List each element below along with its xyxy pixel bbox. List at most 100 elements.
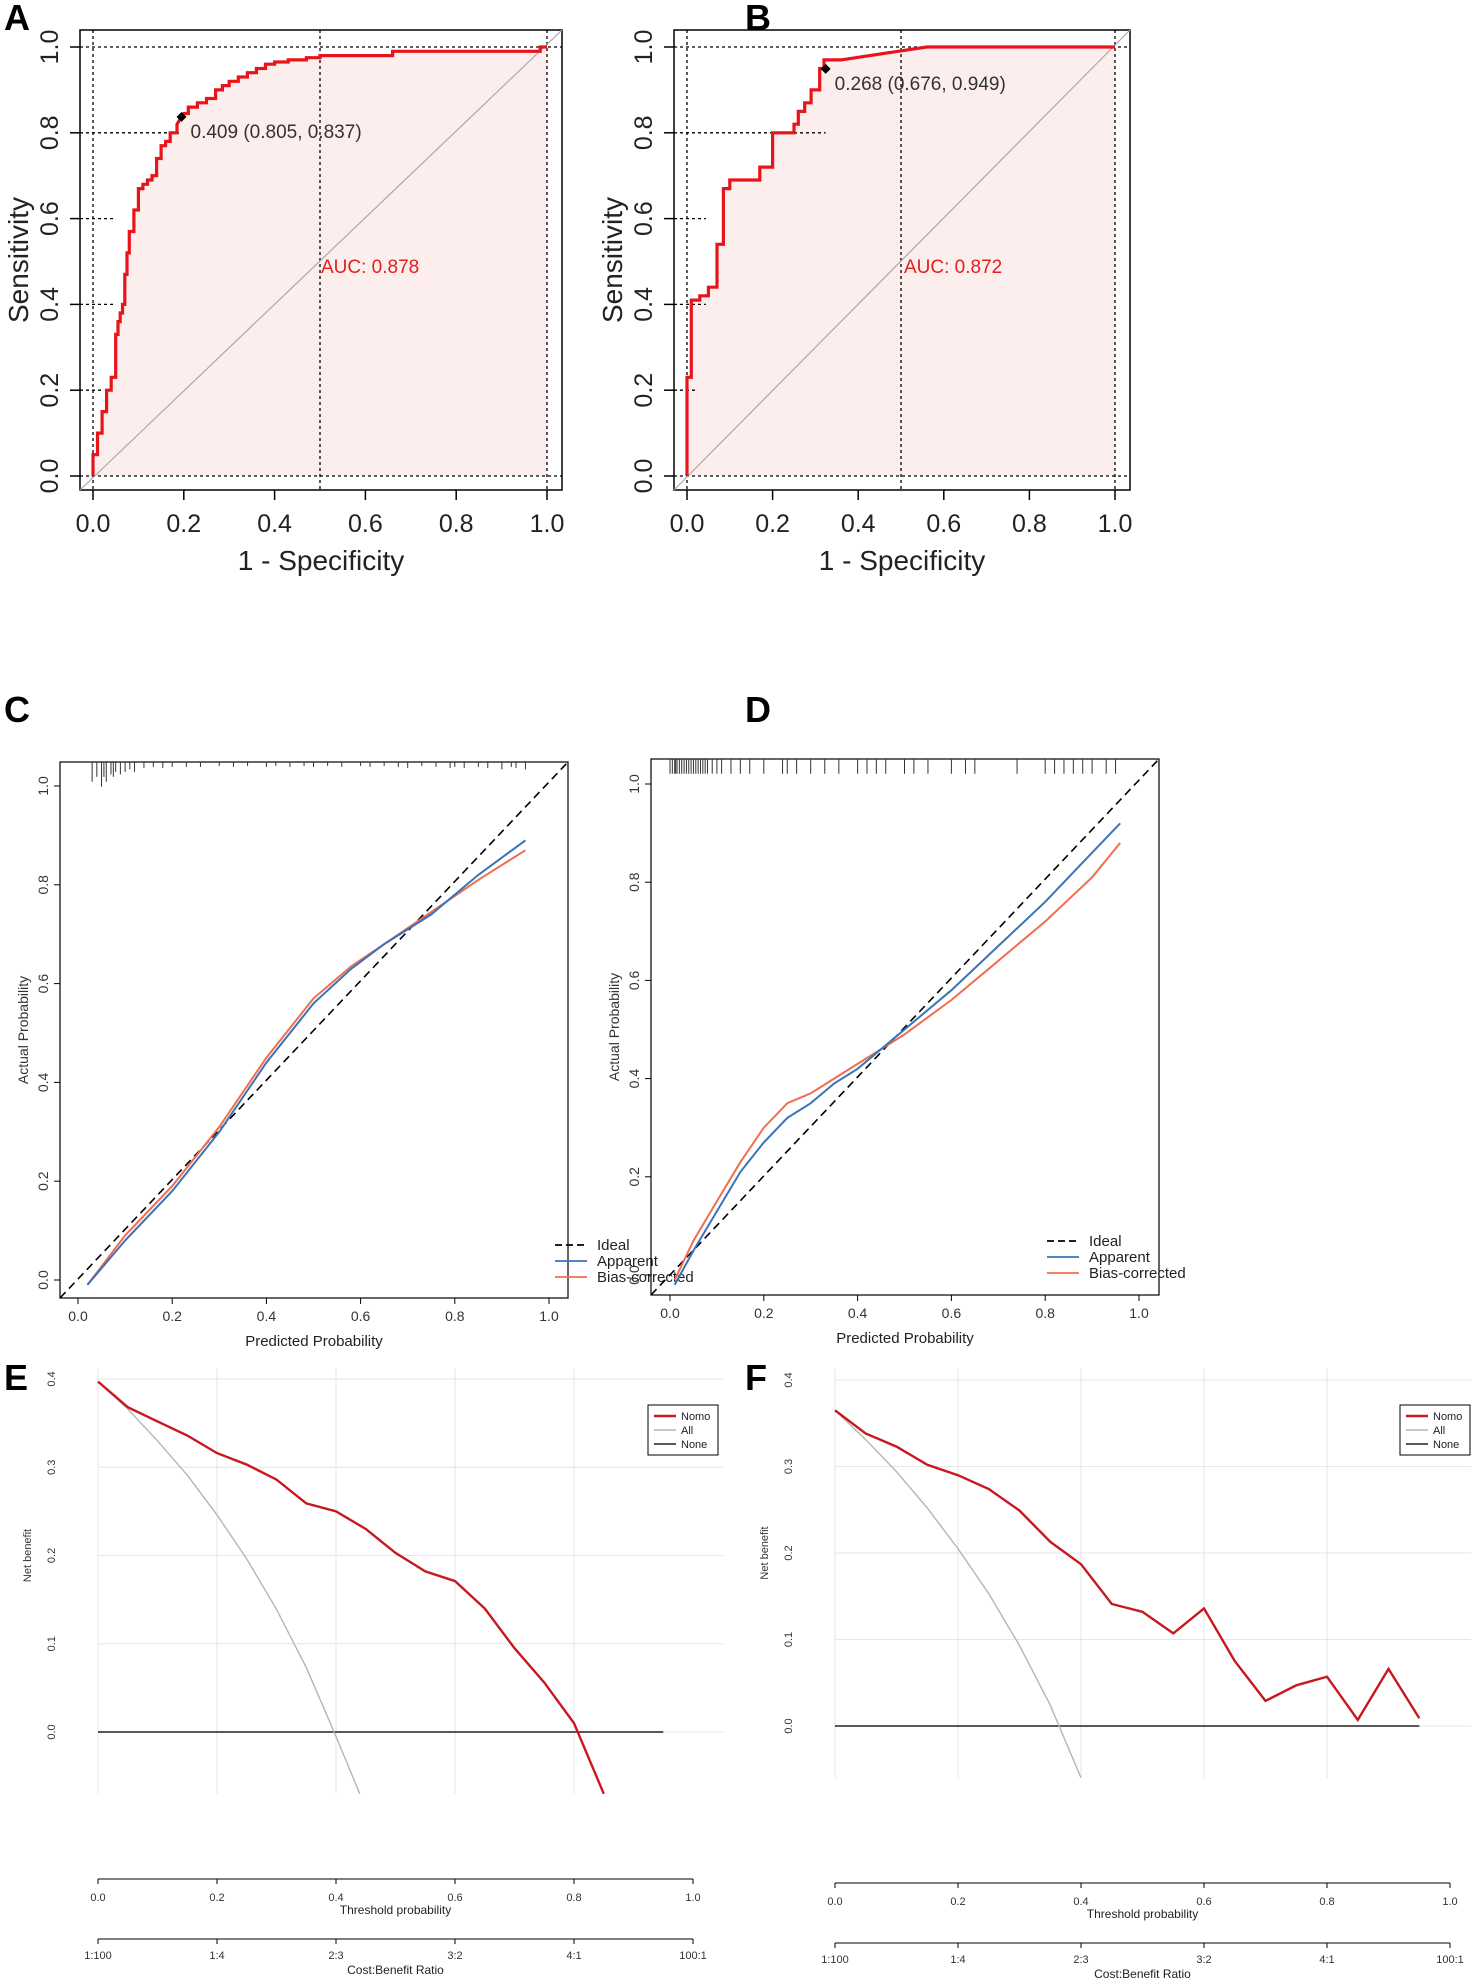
x-tick-label: 1.0: [530, 510, 565, 538]
y-axis-title: Net benefit: [759, 1526, 771, 1579]
x-axis-title: Threshold probability: [1087, 1907, 1198, 1921]
x-tick-label: 0.0: [670, 510, 705, 538]
x-tick-label: 1.0: [685, 1892, 700, 1904]
legend-none-label: None: [1433, 1439, 1459, 1451]
legend-all-label: All: [1433, 1425, 1445, 1437]
y-tick-label: 1.0: [36, 30, 64, 65]
y-tick-label: 0.4: [630, 287, 658, 322]
y-tick-label: 0.0: [630, 459, 658, 494]
roc-curve: [685, 45, 1115, 476]
y-tick-label: 0.8: [35, 875, 51, 895]
y-tick-label: 0.8: [36, 115, 64, 150]
decision-curve-chart-f: 0.0 0.1 0.2 0.3 0.4 Net benefit 0.0 0.2 0.4 0.6 0.…: [759, 1368, 1471, 1981]
x2-tick-label: 100:1: [1436, 1954, 1464, 1966]
y-tick-label: 0.2: [35, 1171, 51, 1191]
x-tick-label: 0.6: [926, 510, 961, 538]
y-tick-label: 0.0: [626, 1265, 642, 1285]
y-tick-label: 0.4: [35, 1072, 51, 1092]
x-tick-label: 0.2: [166, 510, 201, 538]
nomo-line: [97, 1380, 605, 1795]
x2-tick-label: 4:1: [566, 1950, 581, 1962]
y-axis-title: Net benefit: [22, 1529, 34, 1582]
y-tick-label: 0.8: [626, 872, 642, 892]
threshold-point: [820, 63, 831, 74]
x-axis-title: 1 - Specificity: [819, 545, 986, 576]
y-tick-label: 0.3: [783, 1459, 795, 1474]
y-tick-label: 0.3: [46, 1460, 58, 1475]
x-tick-label: 0.8: [439, 510, 474, 538]
x2-tick-label: 3:2: [447, 1950, 462, 1962]
panel-letter-d: D: [745, 689, 771, 730]
auc-label: AUC: 0.872: [904, 257, 1002, 278]
y-tick-label: 0.6: [35, 974, 51, 994]
x2-tick-label: 100:1: [679, 1950, 707, 1962]
apparent-line: [86, 839, 527, 1286]
x-tick-label: 0.2: [162, 1308, 182, 1324]
x2-tick-label: 3:2: [1196, 1954, 1211, 1966]
x-tick-label: 0.4: [257, 510, 292, 538]
x-tick-label: 0.4: [848, 1305, 868, 1321]
ideal-line: [59, 761, 569, 1299]
x-tick-label: 0.2: [754, 1305, 774, 1321]
diagonal-reference: [673, 29, 1131, 491]
panel-letter-c: C: [4, 689, 30, 730]
x-tick-label: 0.6: [348, 510, 383, 538]
y-tick-label: 0.4: [783, 1372, 795, 1387]
x-tick-label: 1.0: [1442, 1896, 1457, 1908]
x-tick-label: 0.6: [351, 1308, 371, 1324]
x-tick-label: 0.0: [827, 1896, 842, 1908]
diagonal-reference: [79, 29, 563, 491]
all-line: [834, 1409, 1082, 1779]
x-tick-label: 1.0: [1129, 1305, 1149, 1321]
x2-tick-label: 2:3: [1073, 1954, 1088, 1966]
x-tick-label: 0.0: [660, 1305, 680, 1321]
y-axis-title: Sensitivity: [3, 197, 34, 323]
threshold-point: [176, 111, 187, 122]
nomo-line: [834, 1409, 1421, 1723]
all-line: [97, 1381, 361, 1795]
legend-apparent-label: Apparent: [1089, 1249, 1151, 1266]
x-tick-label: 0.2: [950, 1896, 965, 1908]
y-tick-label: 0.4: [36, 287, 64, 322]
y-tick-label: 0.2: [36, 373, 64, 408]
x-tick-label: 0.6: [1196, 1896, 1211, 1908]
legend-ideal-label: Ideal: [1089, 1233, 1122, 1250]
y-tick-label: 0.6: [630, 201, 658, 236]
x-tick-label: 0.4: [257, 1308, 277, 1324]
x-tick-label: 0.0: [68, 1308, 88, 1324]
panel-letter-a: A: [4, 0, 30, 38]
x2-tick-label: 1:100: [821, 1954, 849, 1966]
x-tick-label: 0.4: [328, 1892, 343, 1904]
y-tick-label: 0.1: [46, 1636, 58, 1651]
calibration-chart-d: 0.0 0.2 0.4 0.6 0.8 1.0 0.0 0.2 0.4 0.6 0.8 1.0 Pred…: [606, 758, 1186, 1347]
y-tick-label: 0.0: [46, 1724, 58, 1739]
x2-tick-label: 1:4: [209, 1950, 224, 1962]
x-tick-label: 1.0: [1098, 510, 1133, 538]
x-tick-label: 0.6: [942, 1305, 962, 1321]
x-axis-title: Threshold probability: [340, 1903, 451, 1917]
legend-none-label: None: [681, 1439, 707, 1451]
x-tick-label: 0.6: [447, 1892, 462, 1904]
x2-axis-title: Cost:Benefit Ratio: [347, 1963, 444, 1977]
y-tick-label: 1.0: [626, 774, 642, 794]
roc-chart-a: 0.409 (0.805, 0.837) AUC: 0.878 0.0 0.0 0.2 0…: [3, 29, 565, 576]
x2-tick-label: 2:3: [328, 1950, 343, 1962]
x-tick-label: 0.8: [1319, 1896, 1334, 1908]
apparent-line: [673, 822, 1121, 1286]
x-tick-label: 1.0: [539, 1308, 559, 1324]
y-tick-label: 0.6: [626, 970, 642, 990]
threshold-label: 0.409 (0.805, 0.837): [191, 122, 362, 143]
y-tick-label: 0.6: [36, 201, 64, 236]
roc-curve: [91, 45, 547, 476]
y-axis-title: Actual Probability: [606, 973, 622, 1081]
y-tick-label: 0.4: [626, 1069, 642, 1089]
y-tick-label: 1.0: [630, 30, 658, 65]
y-tick-label: 0.2: [783, 1545, 795, 1560]
y-tick-label: 0.4: [46, 1371, 58, 1386]
calibration-chart-c: 0.0 0.2 0.4 0.6 0.8 1.0 0.0 0.2 0.4 0.6 0.8 1.0 Pred…: [15, 761, 694, 1350]
panel-letter-e: E: [4, 1357, 28, 1398]
x-tick-label: 0.2: [209, 1892, 224, 1904]
x-tick-label: 0.0: [90, 1892, 105, 1904]
y-tick-label: 0.0: [36, 459, 64, 494]
